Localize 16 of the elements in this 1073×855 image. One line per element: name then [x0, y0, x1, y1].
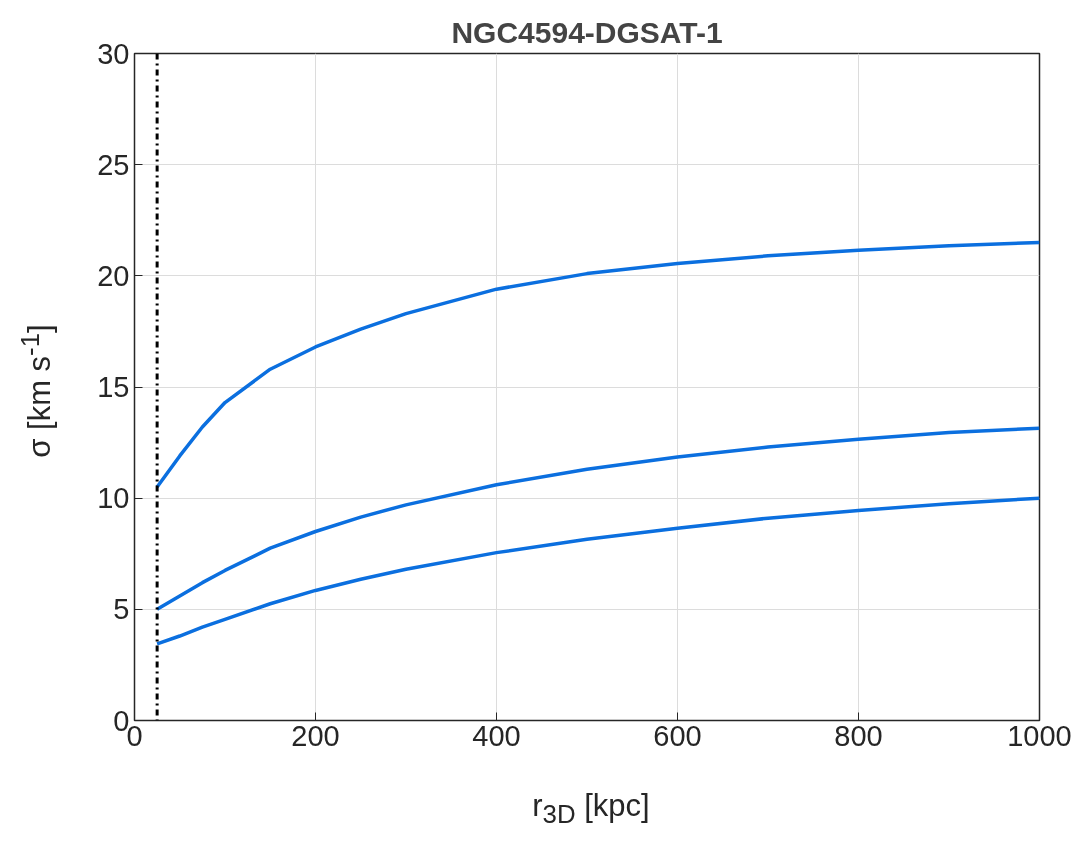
- line-series: [155, 426, 1040, 612]
- y-tick-label: 15: [97, 371, 130, 403]
- x-tick-label: 200: [291, 719, 340, 752]
- y-tick-label: 30: [97, 37, 130, 70]
- x-tick-label: 600: [653, 719, 702, 752]
- x-tick-label: 800: [834, 719, 883, 752]
- y-tick-label: 10: [97, 482, 130, 515]
- x-axis-title: r$_{3D}$ [kpc]: [532, 787, 650, 831]
- y-tick-label: 25: [97, 148, 130, 181]
- x-tick-label: 1000: [1007, 719, 1072, 752]
- x-tick-label: 400: [472, 719, 521, 752]
- y-tick-label: 5: [113, 593, 130, 626]
- line-series: [155, 240, 1040, 489]
- y-tick-label: 20: [97, 259, 130, 292]
- line-series: [155, 496, 1040, 646]
- chart-title: NGC4594-DGSAT-1: [451, 15, 723, 49]
